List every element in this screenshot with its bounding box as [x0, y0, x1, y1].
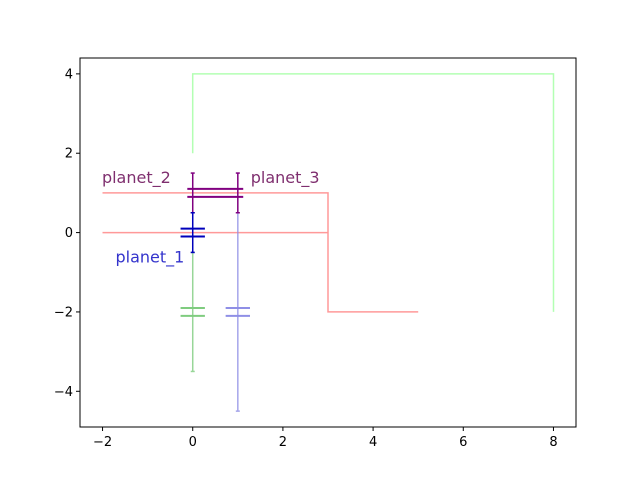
y-tick-label: 4 — [65, 67, 73, 82]
x-tick-label: 2 — [279, 435, 287, 450]
y-axis: −4 −2 0 2 4 — [54, 67, 80, 400]
x-tick-label: 0 — [189, 435, 197, 450]
x-tick-label: 8 — [549, 435, 557, 450]
x-axis: −2 0 2 4 6 8 — [93, 427, 558, 450]
annotation-labels: planet_2 planet_3 planet_1 — [102, 168, 320, 267]
error-bar — [235, 172, 240, 214]
annotation-planet-3: planet_3 — [251, 168, 320, 188]
error-bar — [190, 211, 195, 254]
x-tick-label: −2 — [93, 435, 112, 450]
annotation-planet-1: planet_1 — [115, 247, 184, 267]
annotation-planet-2: planet_2 — [102, 168, 171, 188]
y-tick-label: 2 — [65, 147, 73, 162]
chart-marks — [102, 73, 555, 412]
x-tick-label: 6 — [459, 435, 467, 450]
x-tick-label: 4 — [369, 435, 377, 450]
line-red_upper — [102, 192, 419, 313]
axes-frame — [79, 57, 577, 428]
y-tick-label: −2 — [54, 305, 73, 320]
y-tick-label: 0 — [65, 226, 73, 241]
line-green_bracket — [191, 73, 555, 312]
y-tick-label: −4 — [54, 385, 73, 400]
